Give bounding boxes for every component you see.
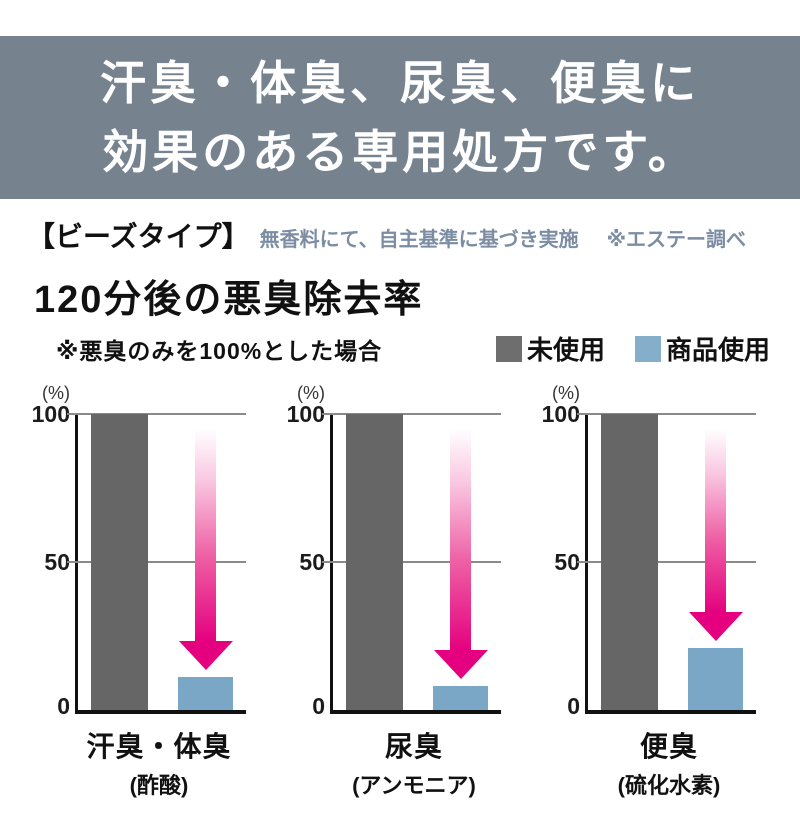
y-axis-unit: (%) — [552, 383, 580, 403]
down-arrow — [178, 429, 233, 671]
y-tick-100: 100 — [541, 401, 580, 427]
bar-unused — [91, 414, 148, 710]
subheader: 【ビーズタイプ】 無香料にて、自主基準に基づき実施 ※エステー調べ — [27, 215, 800, 255]
legend-swatch-unused-icon — [495, 335, 522, 362]
chart-subtitle: ※悪臭のみを100%とした場合 — [56, 337, 383, 364]
type-label: 【ビーズタイプ】 — [27, 221, 250, 252]
arrow-down-icon — [433, 650, 488, 680]
y-tick-50: 50 — [299, 549, 325, 575]
bar-unused — [346, 414, 403, 710]
bar-unused — [601, 414, 658, 710]
header-banner: 汗臭・体臭、尿臭、便臭に 効果のある専用処方です。 — [0, 36, 800, 199]
chart-area: (%) 100 50 0 — [28, 383, 246, 719]
page: 汗臭・体臭、尿臭、便臭に 効果のある専用処方です。 【ビーズタイプ】 無香料にて… — [0, 36, 800, 836]
legend-item-product: 商品使用 — [634, 330, 770, 367]
gridline-50 — [67, 561, 246, 563]
gridline-50 — [577, 561, 756, 563]
group-sublabel: (硫化水素) — [617, 773, 721, 798]
y-axis-unit: (%) — [42, 383, 70, 403]
chart: (%) 100 50 0 便臭 (硫化水素) — [538, 383, 756, 800]
legend: 未使用 商品使用 — [495, 330, 770, 367]
bar-product — [688, 647, 743, 710]
arrow-body — [450, 429, 471, 652]
group-label: 便臭 — [639, 731, 698, 762]
legend-label-unused: 未使用 — [526, 335, 605, 365]
chart-title: 120分後の悪臭除去率 — [34, 279, 424, 321]
arrow-down-icon — [178, 641, 233, 671]
y-tick-0: 0 — [57, 693, 70, 719]
arrow-down-icon — [688, 611, 743, 641]
y-tick-100: 100 — [31, 401, 70, 427]
chart-area: (%) 100 50 0 — [283, 383, 501, 719]
group-label: 汗臭・体臭 — [86, 731, 232, 762]
group-sublabel: (酢酸) — [129, 773, 189, 798]
chart: (%) 100 50 0 汗臭・体臭 (酢酸) — [28, 383, 246, 800]
y-tick-0: 0 — [567, 693, 580, 719]
legend-item-unused: 未使用 — [495, 330, 605, 367]
note-text: 無香料にて、自主基準に基づき実施 — [259, 229, 579, 251]
down-arrow — [433, 429, 488, 680]
gridline-100 — [67, 413, 246, 415]
plot-area — [67, 413, 246, 714]
chart: (%) 100 50 0 尿臭 (アンモニア) — [283, 383, 501, 800]
bar-product — [178, 677, 233, 710]
plot-area — [577, 413, 756, 714]
bar-product — [433, 686, 488, 710]
header-line-1: 汗臭・体臭、尿臭、便臭に — [100, 56, 700, 109]
y-tick-100: 100 — [286, 401, 325, 427]
arrow-body — [195, 429, 216, 643]
legend-swatch-product-icon — [634, 335, 661, 362]
group-label: 尿臭 — [384, 731, 443, 762]
y-tick-50: 50 — [44, 549, 70, 575]
charts-row: (%) 100 50 0 汗臭・体臭 (酢酸) — [28, 383, 800, 800]
gridline-50 — [322, 561, 501, 563]
y-tick-0: 0 — [312, 693, 325, 719]
group-labels: 尿臭 (アンモニア) — [330, 725, 498, 800]
legend-label-product: 商品使用 — [665, 335, 770, 365]
source-text: ※エステー調べ — [606, 229, 747, 251]
subtitle-legend-row: ※悪臭のみを100%とした場合 未使用 商品使用 — [56, 330, 770, 367]
header-line-2: 効果のある専用処方です。 — [102, 125, 698, 178]
gridline-100 — [322, 413, 501, 415]
group-labels: 便臭 (硫化水素) — [585, 725, 753, 800]
down-arrow — [688, 429, 743, 641]
y-tick-50: 50 — [554, 549, 580, 575]
chart-area: (%) 100 50 0 — [538, 383, 756, 719]
group-labels: 汗臭・体臭 (酢酸) — [75, 725, 243, 800]
gridline-100 — [577, 413, 756, 415]
y-axis-unit: (%) — [297, 383, 325, 403]
arrow-body — [705, 429, 726, 613]
group-sublabel: (アンモニア) — [352, 773, 476, 798]
plot-area — [322, 413, 501, 714]
